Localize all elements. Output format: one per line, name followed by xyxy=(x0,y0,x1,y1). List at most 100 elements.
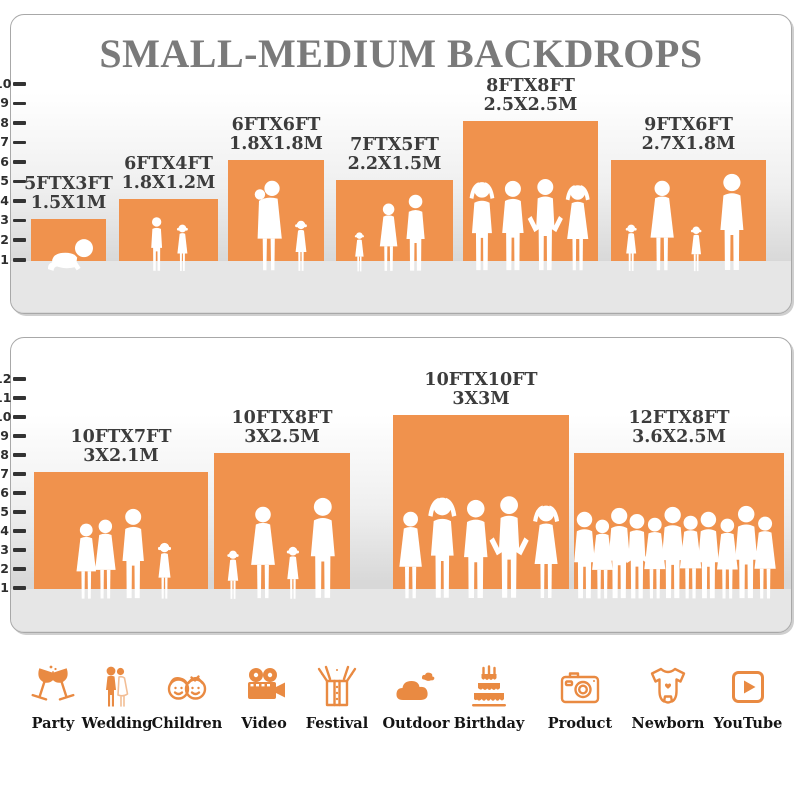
ruler-tick-label: 1 xyxy=(0,251,9,267)
ruler-tick-mark xyxy=(13,258,26,262)
category-festival: Festival xyxy=(292,664,382,732)
backdrop-bar-12ftx8ft xyxy=(574,453,784,599)
people-silhouette-group xyxy=(227,497,335,599)
ruler-tick-label: 2 xyxy=(0,560,9,576)
person-silhouette xyxy=(428,497,457,598)
person-silhouette xyxy=(716,518,738,599)
category-newborn: Newborn xyxy=(623,664,713,732)
ruler-tick-mark xyxy=(13,140,26,145)
backdrop-bar-8ftx8ft xyxy=(463,121,598,271)
backdrop-size-m: 3X2.1M xyxy=(83,446,159,466)
backdrop-bar-10ftx7ft xyxy=(34,472,208,599)
wedding-couple-icon xyxy=(106,666,129,707)
ruler-tick-mark xyxy=(13,434,26,438)
backdrop-size-ft: 10FTX8FT xyxy=(231,408,333,428)
person-silhouette xyxy=(625,224,637,271)
person-silhouette xyxy=(254,180,282,271)
person-silhouette xyxy=(354,232,364,272)
category-youtube: YouTube xyxy=(703,664,793,732)
person-silhouette xyxy=(151,217,163,271)
category-label: Children xyxy=(151,715,223,732)
ruler-tick-label: 8 xyxy=(0,114,9,130)
backdrop-size-ft: 6FTX6FT xyxy=(231,115,321,136)
people-silhouette-group xyxy=(399,496,560,599)
party-drinks-icon xyxy=(31,665,75,701)
ruler-tick-label: 5 xyxy=(0,503,9,519)
ruler-tick-label: 6 xyxy=(0,153,9,169)
newborn-onesie-icon xyxy=(650,667,686,704)
children-faces-icon xyxy=(167,675,207,700)
person-silhouette xyxy=(565,185,590,271)
backdrop-bar-6ftx6ft xyxy=(228,160,324,271)
ruler-tick-label: 2 xyxy=(0,231,9,247)
people-silhouette-group xyxy=(469,179,590,271)
person-silhouette xyxy=(735,505,758,599)
backdrop-size-label: 7FTX5FT 2.2X1.5M xyxy=(305,134,485,174)
backdrop-size-ft: 7FTX5FT xyxy=(350,134,439,155)
backdrop-size-ft: 9FTX6FT xyxy=(644,115,733,136)
person-silhouette xyxy=(720,173,744,270)
ruler-tick-mark xyxy=(13,160,26,164)
ruler-tick-label: 8 xyxy=(0,446,9,462)
ruler-tick-label: 4 xyxy=(0,192,9,208)
ruler-tick-mark xyxy=(13,377,26,381)
person-silhouette xyxy=(406,194,425,271)
category-children: Children xyxy=(142,664,232,732)
festival-gift-icon xyxy=(317,665,357,707)
ruler-tick-mark xyxy=(13,491,26,495)
backdrop-size-label: 10FTX7FT 3X2.1M xyxy=(31,428,211,466)
backdrop-bar-10ftx10ft xyxy=(393,415,569,599)
floor-strip xyxy=(11,589,791,631)
ruler-tick-mark xyxy=(13,82,26,86)
backdrop-size-label: 10FTX8FT 3X2.5M xyxy=(192,409,372,447)
ruler-tick-mark xyxy=(13,199,26,203)
person-silhouette xyxy=(76,523,96,599)
backdrop-size-m: 3X2.5M xyxy=(244,427,320,447)
person-silhouette xyxy=(469,182,495,271)
backdrop-size-ft: 12FTX8FT xyxy=(628,408,730,428)
person-silhouette xyxy=(176,224,188,271)
backdrop-size-m: 1.8X1.2M xyxy=(121,173,216,194)
backdrop-size-ft: 6FTX4FT xyxy=(124,154,213,175)
person-silhouette xyxy=(679,515,702,599)
person-silhouette xyxy=(489,496,529,598)
backdrop-bar-9ftx6ft xyxy=(611,160,766,272)
person-silhouette xyxy=(754,516,776,599)
category-label: Video xyxy=(241,715,287,732)
ruler-tick-mark xyxy=(13,548,26,552)
backdrop-bar-7ftx5ft xyxy=(336,179,453,272)
ruler-tick-label: 6 xyxy=(0,484,9,500)
ruler-tick-label: 9 xyxy=(0,95,9,110)
backdrop-bar-6ftx4ft xyxy=(119,199,218,271)
backdrop-size-label: 5FTX3FT 1.5X1M xyxy=(0,173,159,213)
product-camera-icon xyxy=(560,672,600,704)
person-silhouette xyxy=(251,506,275,599)
ruler-tick-label: 7 xyxy=(0,134,9,150)
people-silhouette-group xyxy=(354,194,425,272)
person-silhouette xyxy=(661,506,684,599)
backdrop-size-label: 6FTX4FT 1.8X1.2M xyxy=(79,155,259,193)
category-outdoor: Outdoor xyxy=(371,664,461,732)
person-silhouette xyxy=(286,546,300,599)
backdrop-size-label: 9FTX6FT 2.7X1.8M xyxy=(599,116,779,154)
backdrop-size-ft: 10FTX7FT xyxy=(70,427,172,447)
ruler-tick-label: 7 xyxy=(0,465,9,481)
ruler-tick-label: 5 xyxy=(0,173,9,189)
person-silhouette xyxy=(47,239,93,271)
ruler-tick-label: 3 xyxy=(0,212,9,228)
people-silhouette-group xyxy=(574,505,776,599)
person-silhouette xyxy=(502,180,524,271)
ruler-tick-mark xyxy=(13,101,26,106)
ruler-tick-mark xyxy=(13,121,26,125)
category-label: Newborn xyxy=(631,715,705,732)
category-label: YouTube xyxy=(713,715,783,732)
category-wedding: Wedding xyxy=(72,664,162,732)
backdrop-size-ft: 5FTX3FT xyxy=(24,173,113,194)
category-label: Wedding xyxy=(81,715,153,732)
person-silhouette xyxy=(690,226,702,272)
ruler-tick-mark xyxy=(13,472,26,476)
ruler-tick-label: 12 xyxy=(0,370,12,386)
category-video: Video xyxy=(219,664,309,732)
backdrop-size-label: 12FTX8FT 3.6X2.5M xyxy=(589,409,769,447)
ruler-tick-mark xyxy=(13,415,26,419)
